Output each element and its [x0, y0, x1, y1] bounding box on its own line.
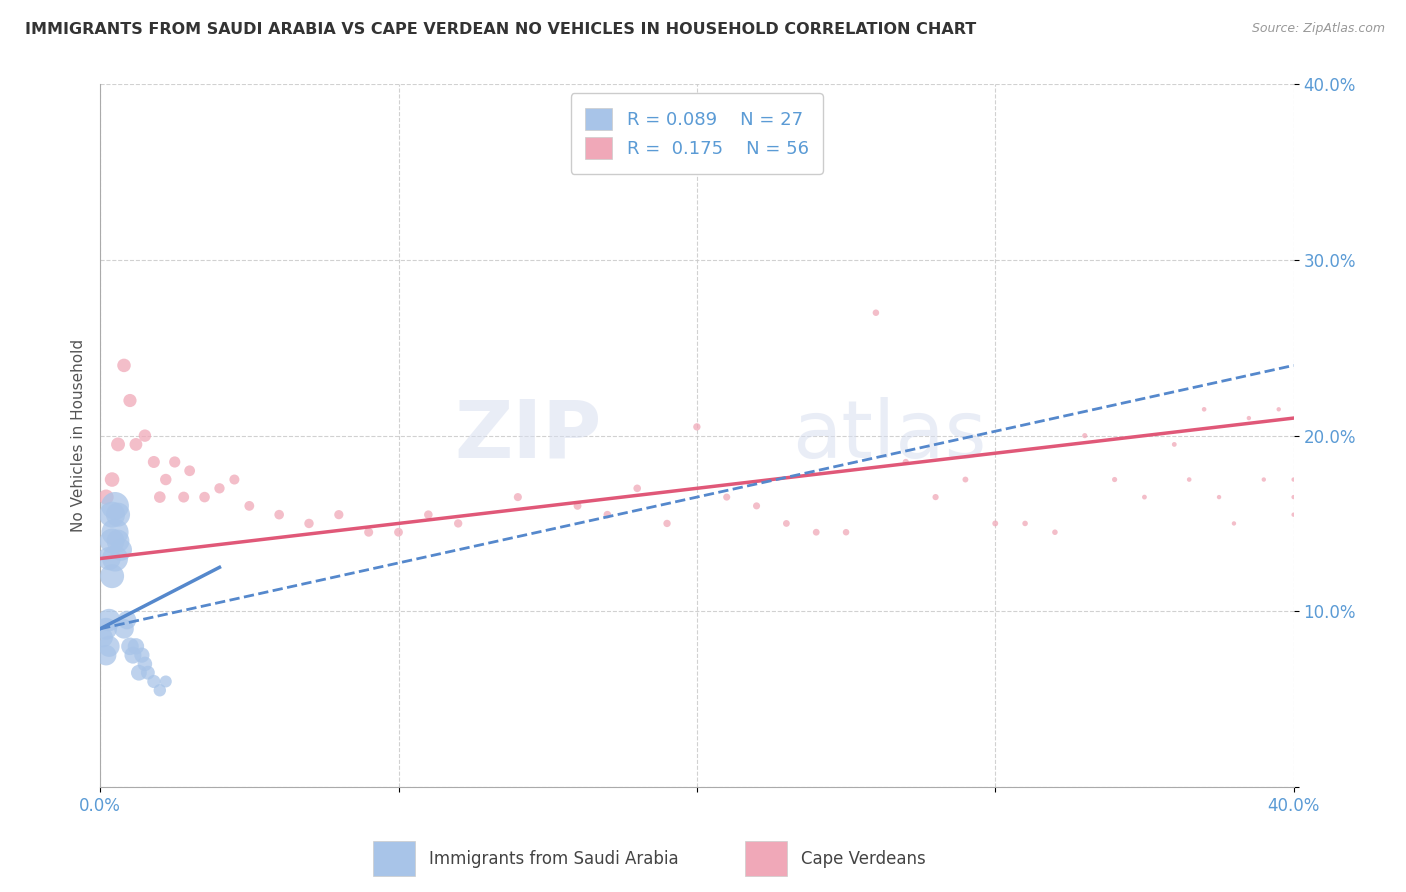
Point [131, 648, 153, 662]
Point [125, 437, 148, 451]
Point [104, 551, 127, 566]
Point [418, 508, 440, 522]
Point [107, 534, 129, 549]
Point [125, 640, 148, 654]
Point [894, 455, 917, 469]
Point [101, 534, 124, 549]
Point [118, 640, 141, 654]
Point [1133, 490, 1156, 504]
Point [1282, 473, 1305, 487]
Point [1223, 516, 1246, 531]
Point [567, 499, 589, 513]
Point [98, 640, 121, 654]
Point [104, 525, 127, 540]
Point [328, 508, 350, 522]
Point [626, 481, 648, 495]
Point [208, 481, 231, 495]
Point [101, 569, 124, 583]
Point [98, 551, 121, 566]
Point [1014, 516, 1036, 531]
Point [101, 473, 124, 487]
Point [806, 525, 828, 540]
FancyBboxPatch shape [745, 841, 787, 876]
Point [94, 622, 117, 636]
Point [686, 420, 709, 434]
Point [94, 490, 117, 504]
Text: Source: ZipAtlas.com: Source: ZipAtlas.com [1251, 22, 1385, 36]
Text: Immigrants from Saudi Arabia: Immigrants from Saudi Arabia [429, 849, 679, 868]
Point [1043, 525, 1066, 540]
Point [1237, 411, 1260, 425]
Text: ZIP: ZIP [454, 397, 602, 475]
Point [924, 490, 946, 504]
Y-axis label: No Vehicles in Household: No Vehicles in Household [72, 339, 86, 533]
Point [596, 508, 619, 522]
Point [775, 516, 797, 531]
Point [98, 613, 121, 627]
Point [104, 499, 127, 513]
Point [134, 428, 156, 442]
Point [1267, 402, 1289, 417]
Point [357, 525, 380, 540]
Point [179, 464, 201, 478]
Point [387, 525, 409, 540]
Point [112, 359, 135, 373]
Point [1163, 437, 1185, 451]
Text: Cape Verdeans: Cape Verdeans [801, 849, 927, 868]
Text: IMMIGRANTS FROM SAUDI ARABIA VS CAPE VERDEAN NO VEHICLES IN HOUSEHOLD CORRELATIO: IMMIGRANTS FROM SAUDI ARABIA VS CAPE VER… [25, 22, 977, 37]
Point [142, 674, 165, 689]
Point [835, 525, 858, 540]
Point [1192, 402, 1215, 417]
Text: atlas: atlas [793, 397, 987, 475]
Point [122, 648, 145, 662]
Point [149, 683, 172, 698]
Point [107, 437, 129, 451]
Point [107, 508, 129, 522]
Point [1178, 473, 1201, 487]
Point [269, 508, 291, 522]
Point [1282, 490, 1305, 504]
Point [984, 516, 1007, 531]
Point [1208, 490, 1230, 504]
Point [1074, 428, 1097, 442]
Point [115, 613, 138, 627]
Point [224, 473, 246, 487]
Point [163, 455, 186, 469]
Point [745, 499, 768, 513]
Point [149, 490, 172, 504]
Point [101, 508, 124, 522]
Point [1104, 473, 1126, 487]
Point [238, 499, 260, 513]
Point [110, 542, 132, 557]
Point [94, 648, 117, 662]
Point [155, 674, 177, 689]
Point [447, 516, 470, 531]
Point [506, 490, 529, 504]
Point [142, 455, 165, 469]
Point [173, 490, 195, 504]
Point [865, 306, 887, 320]
Point [112, 622, 135, 636]
Point [118, 393, 141, 408]
Point [298, 516, 321, 531]
Point [193, 490, 215, 504]
Legend: R = 0.089    N = 27, R =  0.175    N = 56: R = 0.089 N = 27, R = 0.175 N = 56 [571, 94, 823, 174]
Point [1253, 473, 1275, 487]
Point [155, 473, 177, 487]
Point [655, 516, 678, 531]
FancyBboxPatch shape [373, 841, 415, 876]
Point [134, 657, 156, 671]
Point [1282, 508, 1305, 522]
Point [716, 490, 738, 504]
Point [136, 665, 159, 680]
Point [91, 631, 114, 645]
Point [128, 665, 150, 680]
Point [955, 473, 977, 487]
